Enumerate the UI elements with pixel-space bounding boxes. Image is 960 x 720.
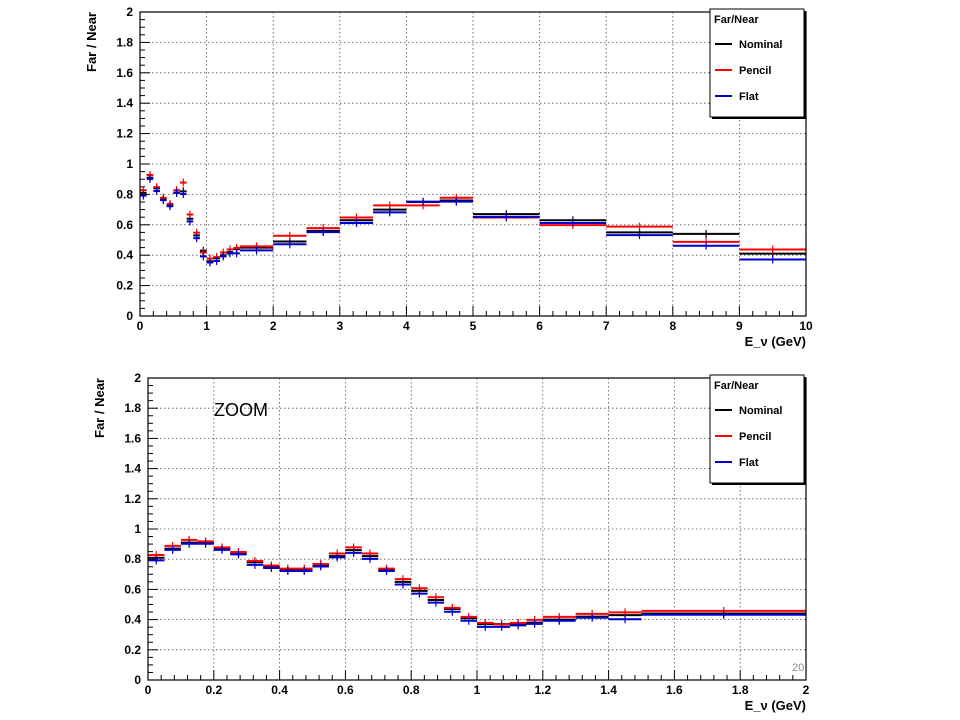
x-tick-label: 7 [603,319,610,333]
x-tick-label: 0 [145,683,152,697]
slide-number: 20 [792,662,805,674]
x-tick-label: 4 [403,319,410,333]
y-tick-label: 2 [126,5,133,19]
y-tick-label: 0.4 [124,613,141,627]
y-tick-label: 2 [134,371,141,385]
x-tick-label: 3 [336,319,343,333]
x-tick-label: 1.8 [732,683,749,697]
series-flat [148,539,806,631]
y-tick-label: 0.8 [116,187,133,201]
x-tick-label: 0.6 [337,683,354,697]
y-tick-label: 1 [134,522,141,536]
legend-entry-nominal: Nominal [739,405,782,417]
x-tick-label: 0.2 [205,683,222,697]
y-tick-label: 1.8 [124,401,141,415]
y-axis-label: Far / Near [92,378,107,438]
legend-box [709,374,805,484]
plot-frame [139,11,807,317]
series-flat [140,174,806,267]
x-tick-label: 9 [736,319,743,333]
legend-entry-flat: Flat [739,457,759,469]
x-tick-label: 0.4 [271,683,288,697]
x-tick-label: 1 [203,319,210,333]
zoom-annotation: ZOOM [214,400,268,420]
y-tick-label: 0 [126,309,133,323]
x-tick-label: 2 [803,683,810,697]
x-tick-label: 5 [470,319,477,333]
plot-frame [147,377,807,681]
x-tick-label: 2 [270,319,277,333]
legend-entry-pencil: Pencil [739,431,771,443]
legend-title: Far/Near [714,380,759,392]
x-tick-label: 1.2 [534,683,551,697]
x-tick-label: 1.6 [666,683,683,697]
x-tick-label: 6 [536,319,543,333]
legend-entry-nominal: Nominal [739,39,782,51]
y-tick-label: 1.6 [116,66,133,80]
y-tick-label: 0 [134,673,141,687]
legend-title: Far/Near [714,14,759,26]
x-axis-label: E_ν (GeV) [745,334,806,349]
y-tick-label: 1.4 [116,96,133,110]
legend-entry-flat: Flat [739,91,759,103]
legend-box [709,8,805,118]
x-tick-label: 8 [669,319,676,333]
y-tick-label: 1.8 [116,35,133,49]
x-tick-label: 0 [137,319,144,333]
y-tick-label: 0.2 [124,643,141,657]
chart-bottom: 0 0.2 0.4 0.6 0.8 1 1.2 1.4 1.6 1.8 200.20.40.60.8… [92,371,810,713]
x-tick-label: 1.4 [600,683,617,697]
x-axis-label: E_ν (GeV) [745,698,806,713]
y-tick-label: 1.4 [124,462,141,476]
x-tick-label: 1 [474,683,481,697]
y-tick-label: 1.2 [116,127,133,141]
chart-top: 0 1 2 3 4 5 6 7 8 9 10 0 0.2 0.4 0.6 0.8 1 1.2 1.4 1.6 1.8 2 F… [84,5,813,349]
y-tick-label: 0.4 [116,248,133,262]
x-tick-label: 10 [799,319,813,333]
y-tick-label: 0.6 [116,218,133,232]
legend-entry-pencil: Pencil [739,65,771,77]
y-tick-label: 0.2 [116,279,133,293]
x-tick-label: 0.8 [403,683,420,697]
y-tick-label: 1.2 [124,492,141,506]
y-tick-label: 1.6 [124,431,141,445]
y-tick-label: 1 [126,157,133,171]
y-axis-label: Far / Near [84,12,99,72]
y-tick-label: 0.8 [124,552,141,566]
y-tick-label: 0.6 [124,582,141,596]
